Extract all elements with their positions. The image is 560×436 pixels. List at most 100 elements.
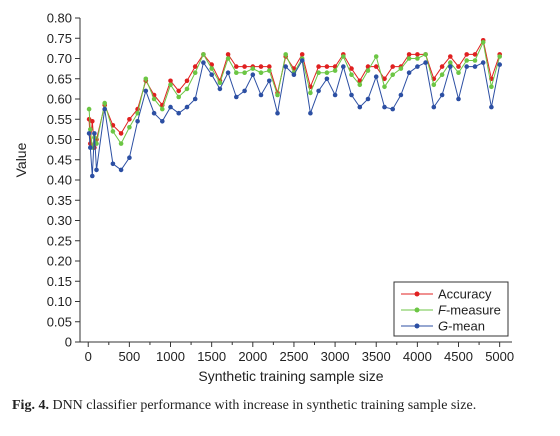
data-point-g-mean xyxy=(349,92,354,98)
data-point-f-measure xyxy=(464,58,470,63)
data-point-accuracy xyxy=(127,117,132,122)
data-point-g-mean xyxy=(308,110,313,116)
data-point-f-measure xyxy=(217,80,223,86)
data-point-f-measure xyxy=(415,56,420,61)
data-point-f-measure xyxy=(242,70,247,75)
data-point-f-measure xyxy=(398,66,404,71)
data-point-g-mean xyxy=(472,64,478,69)
legend-label: Accuracy xyxy=(438,287,492,302)
data-point-f-measure xyxy=(275,92,280,98)
data-point-g-mean xyxy=(258,92,264,98)
data-point-f-measure xyxy=(480,40,486,45)
y-axis-title: Value xyxy=(13,142,29,177)
y-tick-label: 0.50 xyxy=(47,132,72,147)
series-g-mean xyxy=(86,58,503,179)
x-tick-label: 3500 xyxy=(362,349,391,364)
y-tick-label: 0.10 xyxy=(47,294,72,309)
data-point-g-mean xyxy=(118,167,124,173)
data-point-f-measure xyxy=(118,141,124,146)
y-tick-label: 0.05 xyxy=(47,314,72,329)
data-point-g-mean xyxy=(201,60,206,65)
legend-swatch-marker xyxy=(414,307,420,313)
legend-label: F-measure xyxy=(438,303,501,318)
data-point-g-mean xyxy=(160,119,165,124)
data-point-accuracy xyxy=(373,64,379,69)
data-point-g-mean xyxy=(324,76,330,82)
data-point-accuracy xyxy=(382,76,387,82)
data-point-accuracy xyxy=(267,64,272,69)
y-tick-label: 0.80 xyxy=(47,11,72,26)
data-point-g-mean xyxy=(406,70,412,75)
data-point-g-mean xyxy=(176,110,181,116)
data-point-g-mean xyxy=(464,64,470,69)
data-point-f-measure xyxy=(127,125,132,130)
caption-text: DNN classifier performance with increase… xyxy=(52,398,477,413)
data-point-g-mean xyxy=(365,96,371,102)
data-point-accuracy xyxy=(415,52,420,57)
x-tick-label: 5000 xyxy=(485,349,514,364)
data-point-f-measure xyxy=(382,84,387,90)
data-point-f-measure xyxy=(184,86,190,92)
legend-item-f-measure: F-measure xyxy=(401,303,501,318)
data-point-f-measure xyxy=(489,84,494,90)
data-point-f-measure xyxy=(341,54,346,59)
data-point-accuracy xyxy=(456,64,461,69)
data-point-accuracy xyxy=(406,52,412,57)
data-point-accuracy xyxy=(234,64,239,69)
data-point-g-mean xyxy=(373,74,379,79)
data-point-g-mean xyxy=(332,92,338,98)
data-point-g-mean xyxy=(341,64,346,69)
data-point-accuracy xyxy=(225,52,231,57)
data-point-accuracy xyxy=(316,64,321,69)
data-point-accuracy xyxy=(390,64,396,69)
data-point-f-measure xyxy=(102,100,107,106)
data-point-f-measure xyxy=(176,94,181,100)
data-point-g-mean xyxy=(143,88,149,94)
x-axis-title: Synthetic training sample size xyxy=(198,368,383,384)
x-tick-label: 4000 xyxy=(403,349,432,364)
data-point-g-mean xyxy=(88,145,93,150)
legend-item-accuracy: Accuracy xyxy=(401,287,492,302)
data-point-f-measure xyxy=(332,68,338,73)
data-point-f-measure xyxy=(88,127,93,132)
data-point-g-mean xyxy=(90,173,95,179)
series-line-g-mean xyxy=(88,59,501,177)
series-accuracy xyxy=(86,38,503,150)
data-point-f-measure xyxy=(357,82,363,88)
legend-box xyxy=(393,281,509,337)
data-point-accuracy xyxy=(184,78,190,84)
data-point-g-mean xyxy=(357,104,363,110)
data-point-accuracy xyxy=(439,64,445,69)
legend-item-g-mean: G-mean xyxy=(401,319,485,334)
x-tick-label: 1500 xyxy=(197,349,226,364)
legend-swatch-marker xyxy=(414,291,420,297)
legend-swatch-marker xyxy=(414,323,420,329)
legend-label: G-mean xyxy=(438,319,485,334)
data-point-g-mean xyxy=(423,60,428,65)
data-point-g-mean xyxy=(225,70,231,75)
y-tick-label: 0 xyxy=(65,335,72,350)
data-point-f-measure xyxy=(472,58,478,63)
x-tick-label: 1000 xyxy=(156,349,185,364)
data-point-accuracy xyxy=(176,88,181,94)
data-point-g-mean xyxy=(151,110,157,116)
data-point-g-mean xyxy=(168,104,173,110)
caption-label: Fig. 4. xyxy=(12,398,49,413)
data-point-g-mean xyxy=(192,96,198,102)
data-point-f-measure xyxy=(267,68,272,73)
y-tick-label: 0.75 xyxy=(47,31,72,46)
y-tick-label: 0.20 xyxy=(47,254,72,269)
data-point-g-mean xyxy=(398,92,404,98)
data-point-g-mean xyxy=(382,104,387,110)
data-point-g-mean xyxy=(480,60,486,65)
data-point-g-mean xyxy=(497,62,503,67)
data-point-f-measure xyxy=(308,90,313,96)
data-point-f-measure xyxy=(110,129,116,134)
series-layer xyxy=(86,38,503,179)
data-point-g-mean xyxy=(234,94,239,100)
data-point-g-mean xyxy=(250,72,256,77)
data-point-g-mean xyxy=(316,88,321,94)
data-point-f-measure xyxy=(365,68,371,73)
data-point-g-mean xyxy=(86,131,92,136)
